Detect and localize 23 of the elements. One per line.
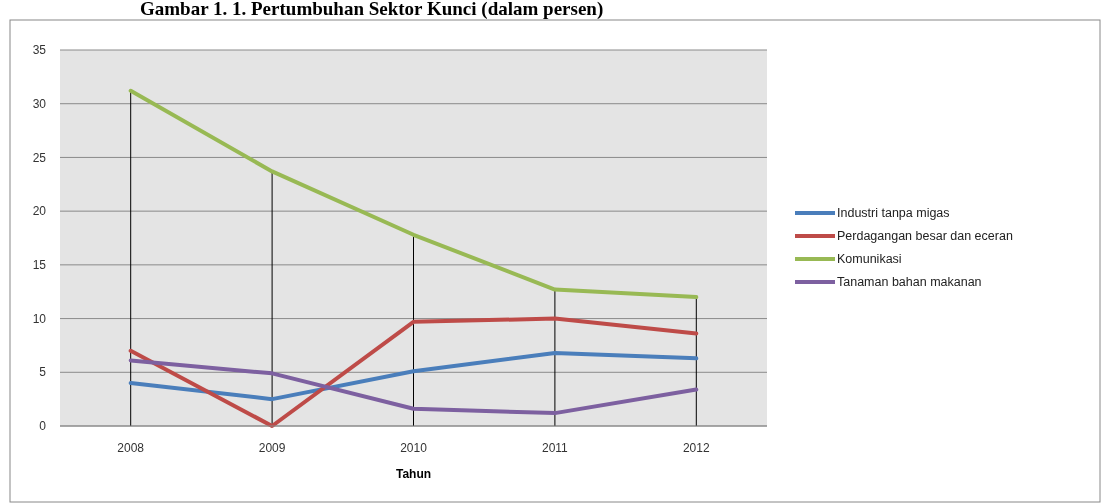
line-series xyxy=(128,350,699,402)
x-tick-label: 2010 xyxy=(400,441,428,455)
y-tick-label: 10 xyxy=(32,311,47,326)
y-tick-label: 5 xyxy=(39,365,47,380)
x-tick-label: 2009 xyxy=(258,441,286,455)
x-tick-label: 2011 xyxy=(541,441,569,455)
legend-label: Industri tanpa migas xyxy=(837,206,950,221)
x-tick-label: 2008 xyxy=(117,441,145,455)
legend-label: Perdagangan besar dan eceran xyxy=(837,229,1013,244)
line-series xyxy=(128,316,699,428)
y-tick-label: 25 xyxy=(32,150,47,165)
x-axis-title: Tahun xyxy=(395,467,432,481)
y-tick-label: 20 xyxy=(32,204,47,219)
y-tick-label: 30 xyxy=(32,96,47,111)
y-tick-label: 15 xyxy=(32,258,47,273)
x-tick-label: 2012 xyxy=(682,441,710,455)
y-tick-label: 35 xyxy=(32,43,47,58)
y-tick-label: 0 xyxy=(39,419,47,434)
legend-label: Komunikasi xyxy=(837,252,902,267)
chart-title: Gambar 1. 1. Pertumbuhan Sektor Kunci (dalam persen) xyxy=(140,0,604,20)
legend-label: Tanaman bahan makanan xyxy=(837,275,982,290)
line-series xyxy=(128,358,699,416)
line-series xyxy=(128,88,699,300)
